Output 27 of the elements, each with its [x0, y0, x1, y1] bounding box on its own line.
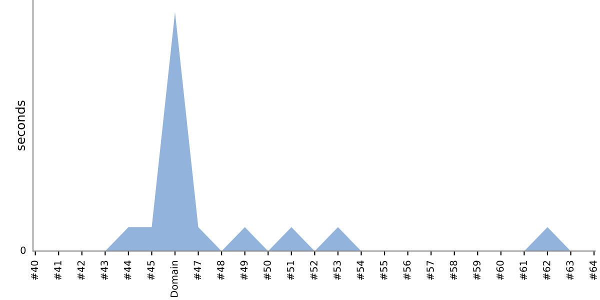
- x-tick-label: Domain: [170, 260, 178, 297]
- x-tick-label: #51: [286, 261, 294, 280]
- x-tick-label: #55: [380, 260, 388, 280]
- x-tick-label: #64: [590, 260, 597, 280]
- x-tick-label: #50: [264, 260, 271, 280]
- x-tick-label: #45: [147, 260, 155, 280]
- x-tick-label: #54: [356, 260, 364, 280]
- y-axis-title: seconds: [15, 100, 26, 150]
- x-tick-label: #47: [194, 260, 201, 280]
- x-tick-label: #41: [54, 261, 62, 280]
- x-tick-label: #57: [426, 260, 434, 280]
- x-tick-label: #59: [473, 260, 480, 280]
- x-tick-label: #53: [333, 260, 341, 280]
- x-tick-label: #40: [30, 260, 38, 280]
- x-tick-label: #63: [566, 260, 574, 280]
- x-tick-label: #61: [520, 261, 528, 280]
- x-tick-label: #52: [310, 261, 318, 280]
- x-tick-label: #49: [240, 260, 248, 280]
- text: 0: [20, 246, 26, 254]
- x-tick-label: #43: [100, 260, 108, 280]
- x-tick-label: #58: [450, 260, 458, 280]
- x-tick-label: #48: [217, 260, 224, 280]
- x-tick-label: #56: [403, 260, 411, 280]
- x-tick-label: #42: [77, 261, 85, 280]
- x-tick-label: #62: [542, 261, 550, 280]
- x-tick-label: #44: [124, 260, 132, 280]
- x-tick-label: #60: [496, 260, 504, 280]
